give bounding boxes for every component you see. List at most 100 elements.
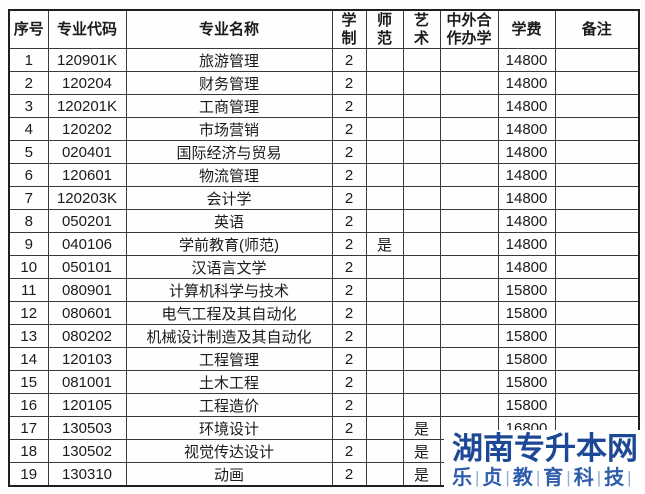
table-cell — [439, 140, 499, 164]
table-cell: 15800 — [497, 393, 556, 417]
table-cell: 14 — [8, 347, 49, 371]
table-cell: 040106 — [47, 232, 127, 256]
table-cell — [554, 232, 640, 256]
table-cell — [402, 393, 441, 417]
table-cell — [365, 370, 404, 394]
table-row: 13 080202 机械设计制造及其自动化 2 15800 — [8, 324, 640, 348]
table-cell: 2 — [331, 324, 367, 348]
table-cell: 2 — [331, 186, 367, 210]
table-cell — [554, 163, 640, 187]
table-cell: 1 — [8, 48, 49, 72]
table-cell: 会计学 — [125, 186, 333, 210]
table-row: 15 081001 土木工程 2 15800 — [8, 370, 640, 394]
table-cell — [402, 163, 441, 187]
table-cell — [439, 370, 499, 394]
table-row: 17 130503 环境设计 2 是 16800 — [8, 416, 640, 440]
table-cell — [402, 71, 441, 95]
table-cell: 2 — [331, 370, 367, 394]
table-cell — [554, 71, 640, 95]
table-cell: 是 — [402, 439, 441, 463]
table-cell — [402, 370, 441, 394]
table-cell: 2 — [331, 163, 367, 187]
table-cell — [439, 71, 499, 95]
header-cell: 艺术 — [402, 9, 441, 49]
table-cell: 10 — [8, 255, 49, 279]
table-row: 4 120202 市场营销 2 14800 — [8, 117, 640, 141]
table-cell — [365, 347, 404, 371]
table-cell — [439, 117, 499, 141]
table-cell: 080901 — [47, 278, 127, 302]
table-cell: 19 — [8, 462, 49, 487]
table-cell: 120201K — [47, 94, 127, 118]
table-cell: 14800 — [497, 255, 556, 279]
header-cell: 学费 — [497, 9, 556, 49]
table-cell — [365, 71, 404, 95]
table-cell — [365, 117, 404, 141]
table-row: 11 080901 计算机科学与技术 2 15800 — [8, 278, 640, 302]
watermark-separator: | — [505, 468, 510, 487]
table-cell — [365, 301, 404, 325]
watermark-subtitle: 乐 | 贞 | 教 | 育 | 科 | 技 | — [452, 467, 645, 491]
table-cell: 080601 — [47, 301, 127, 325]
table-cell: 020401 — [47, 140, 127, 164]
table-cell: 是 — [402, 462, 441, 487]
table-cell: 2 — [331, 255, 367, 279]
table-cell: 14800 — [497, 94, 556, 118]
table-cell: 2 — [331, 48, 367, 72]
table-cell — [554, 140, 640, 164]
table-cell: 2 — [331, 71, 367, 95]
header-cell: 备注 — [554, 9, 640, 49]
table-cell — [402, 186, 441, 210]
watermark-subtitle-char: 教 — [512, 467, 533, 489]
table-cell — [554, 393, 640, 417]
table-row: 9 040106 学前教育(师范) 2 是 14800 — [8, 232, 640, 256]
table-cell: 市场营销 — [125, 117, 333, 141]
header-cell: 专业名称 — [125, 9, 333, 49]
table-cell: 2 — [331, 140, 367, 164]
table-cell: 9 — [8, 232, 49, 256]
table-cell: 是 — [402, 416, 441, 440]
watermark-separator: | — [627, 468, 632, 487]
table-cell: 2 — [331, 117, 367, 141]
table-cell: 14800 — [497, 71, 556, 95]
table-cell: 15 — [8, 370, 49, 394]
table-header: 序号 专业代码 专业名称 学制 师范 艺术 中外合作办学 学费 备注 — [8, 9, 640, 49]
table-cell: 动画 — [125, 462, 333, 487]
table-cell: 学前教育(师范) — [125, 232, 333, 256]
table-cell: 8 — [8, 209, 49, 233]
table-cell — [554, 94, 640, 118]
header-cell: 中外合作办学 — [439, 9, 499, 49]
table-cell — [365, 209, 404, 233]
watermark-title: 湖南专升本网 — [452, 431, 638, 466]
table-cell: 120103 — [47, 347, 127, 371]
table-cell: 旅游管理 — [125, 48, 333, 72]
table-cell: 14800 — [497, 117, 556, 141]
table-cell: 15800 — [497, 370, 556, 394]
header-cell-label: 备注 — [581, 20, 612, 38]
table-cell: 14800 — [497, 186, 556, 210]
table-cell: 国际经济与贸易 — [125, 140, 333, 164]
table-cell: 17 — [8, 416, 49, 440]
table-cell — [439, 209, 499, 233]
header-cell-label: 艺术 — [413, 11, 429, 47]
table-cell: 物流管理 — [125, 163, 333, 187]
table-cell — [365, 462, 404, 487]
table-body: 1 120901K 旅游管理 2 14800 2 120204 财务管理 2 14800 3 1202… — [8, 48, 640, 487]
table-cell: 汉语言文学 — [125, 255, 333, 279]
table-cell — [439, 255, 499, 279]
table-cell — [402, 347, 441, 371]
table-cell: 2 — [331, 278, 367, 302]
table-cell — [439, 393, 499, 417]
table-cell: 14800 — [497, 209, 556, 233]
table-cell — [402, 278, 441, 302]
table-row: 16 120105 工程造价 2 15800 — [8, 393, 640, 417]
header-cell: 专业代码 — [47, 9, 127, 49]
header-cell-label: 中外合作办学 — [446, 11, 492, 47]
table-cell: 2 — [331, 393, 367, 417]
table-cell: 11 — [8, 278, 49, 302]
table-cell — [365, 324, 404, 348]
table-cell: 18 — [8, 439, 49, 463]
table-cell: 2 — [331, 232, 367, 256]
table-cell: 是 — [365, 232, 404, 256]
